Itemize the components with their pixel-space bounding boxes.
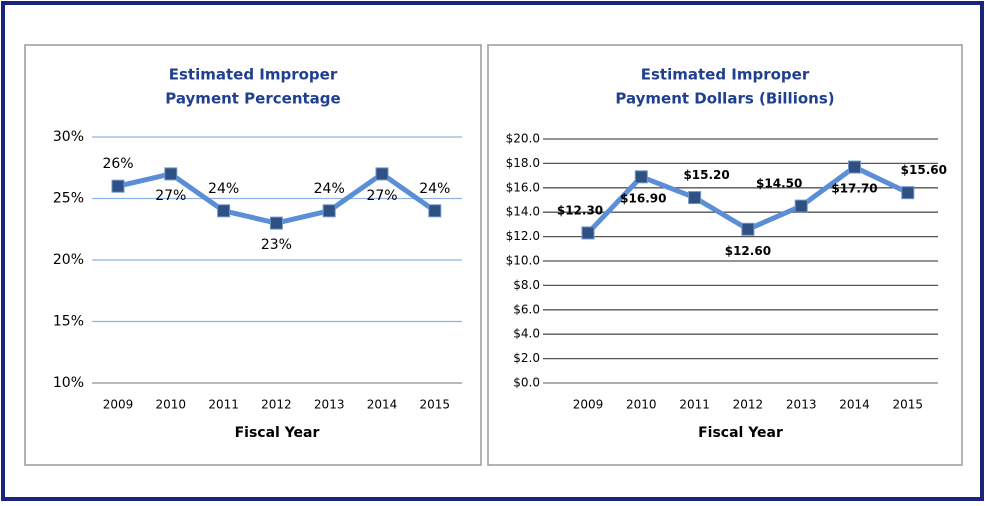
marker	[375, 167, 389, 181]
marker	[634, 170, 648, 184]
data-label: $15.60	[901, 163, 947, 177]
marker	[111, 179, 125, 193]
x-tick-label: 2009	[103, 398, 134, 412]
x-axis-title: Fiscal Year	[698, 425, 783, 441]
y-tick-label: $8.0	[513, 278, 540, 292]
y-tick-label: $10.0	[506, 254, 540, 268]
y-tick-label: 15%	[53, 314, 84, 330]
data-label: $16.90	[620, 191, 666, 205]
y-tick-label: $0.0	[513, 376, 540, 390]
data-label: 23%	[261, 237, 292, 253]
x-tick-label: 2011	[679, 398, 710, 412]
x-tick-label: 2010	[156, 398, 187, 412]
marker	[848, 160, 861, 174]
marker	[688, 191, 702, 205]
y-tick-label: $12.0	[506, 229, 540, 243]
data-label: $15.20	[683, 168, 729, 182]
x-tick-label: 2012	[733, 398, 764, 412]
marker	[901, 186, 915, 200]
y-tick-label: $16.0	[506, 180, 540, 194]
x-tick-label: 2014	[367, 398, 398, 412]
data-label: 24%	[419, 181, 450, 197]
x-tick-label: 2010	[626, 398, 657, 412]
data-label: 27%	[155, 188, 186, 204]
y-tick-label: 30%	[53, 129, 84, 145]
data-label: $12.60	[725, 244, 771, 258]
y-tick-label: $20.0	[506, 132, 540, 146]
panel	[487, 44, 963, 466]
y-tick-label: 20%	[53, 252, 84, 268]
panel	[24, 44, 482, 466]
y-tick-label: $18.0	[506, 156, 540, 170]
marker	[217, 204, 231, 218]
data-label: $17.70	[831, 182, 877, 196]
y-tick-label: 25%	[53, 191, 84, 207]
x-tick-label: 2015	[420, 398, 451, 412]
chart-title: Estimated Improper	[641, 66, 810, 84]
data-label: 27%	[366, 188, 397, 204]
data-label: $14.50	[756, 177, 802, 191]
marker	[794, 199, 808, 213]
x-tick-label: 2011	[208, 398, 239, 412]
chart-title: Payment Percentage	[165, 90, 340, 108]
x-tick-label: 2015	[893, 398, 924, 412]
marker	[428, 204, 442, 218]
x-tick-label: 2014	[839, 398, 870, 412]
data-label: 24%	[314, 181, 345, 197]
y-tick-label: $14.0	[506, 205, 540, 219]
chart-title: Estimated Improper	[169, 66, 338, 84]
x-axis-title: Fiscal Year	[235, 425, 320, 441]
x-tick-label: 2009	[573, 398, 604, 412]
y-tick-label: 10%	[53, 375, 84, 391]
x-tick-label: 2012	[261, 398, 292, 412]
marker	[164, 167, 178, 181]
marker	[269, 216, 283, 230]
marker	[741, 222, 755, 236]
marker	[581, 226, 595, 240]
x-tick-label: 2013	[786, 398, 817, 412]
data-label: 24%	[208, 181, 239, 197]
data-label: $12.30	[557, 203, 603, 217]
data-label: 26%	[102, 156, 133, 172]
y-tick-label: $4.0	[513, 327, 540, 341]
x-tick-label: 2013	[314, 398, 345, 412]
marker	[322, 204, 336, 218]
y-tick-label: $6.0	[513, 302, 540, 316]
chart-title: Payment Dollars (Billions)	[615, 90, 834, 108]
y-tick-label: $2.0	[513, 351, 540, 365]
